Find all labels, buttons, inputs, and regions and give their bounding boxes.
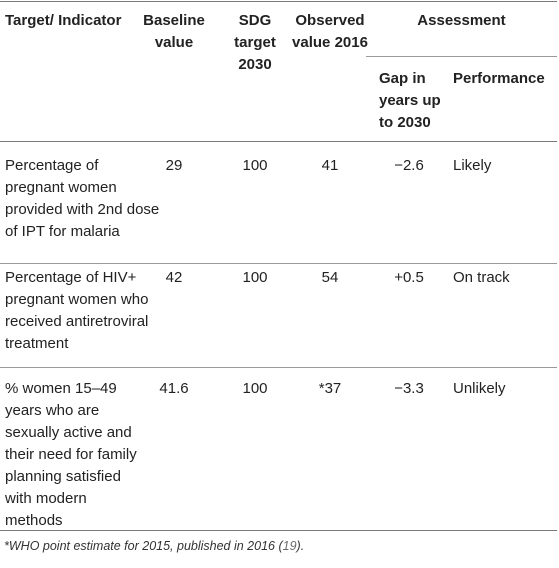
header-sdg-target: SDG target 2030 — [234, 12, 276, 73]
row-baseline: 29 — [165, 157, 183, 174]
header-baseline: Baseline value — [143, 12, 205, 51]
row-indicator: % women 15–49 years who are sexually act… — [5, 380, 137, 529]
row-observed: 54 — [321, 269, 339, 286]
footnote-reference-link[interactable]: 19 — [282, 539, 297, 553]
row-divider — [0, 367, 557, 368]
row-indicator: Percentage of HIV+ pregnant women who re… — [5, 269, 149, 352]
header-assessment: Assessment — [417, 12, 506, 29]
row-sdg-target: 100 — [242, 157, 268, 174]
assessment-sub-rule — [366, 56, 557, 57]
row-observed: *37 — [318, 380, 342, 397]
row-performance: Likely — [453, 157, 492, 174]
row-baseline: 42 — [165, 269, 183, 286]
row-observed: 41 — [321, 157, 339, 174]
footnote-text: *WHO point estimate for 2015, published … — [4, 539, 283, 553]
table-top-rule — [0, 1, 557, 2]
table-bottom-rule — [0, 530, 557, 531]
header-bottom-rule — [0, 141, 557, 142]
table-footnote: *WHO point estimate for 2015, published … — [4, 537, 304, 555]
header-observed: Observed value 2016 — [292, 12, 368, 51]
header-performance: Performance — [453, 70, 545, 87]
header-indicator: Target/ Indicator — [5, 12, 122, 29]
row-sdg-target: 100 — [242, 380, 268, 397]
row-baseline: 41.6 — [159, 380, 189, 397]
row-performance: On track — [453, 269, 510, 286]
row-indicator: Percentage of pregnant women provided wi… — [5, 157, 160, 240]
row-performance: Unlikely — [453, 380, 506, 397]
row-divider — [0, 263, 557, 264]
header-gap: Gap in years up to 2030 — [379, 70, 441, 131]
row-sdg-target: 100 — [242, 269, 268, 286]
row-gap: +0.5 — [394, 269, 424, 286]
row-gap: −2.6 — [394, 157, 424, 174]
footnote-close: ). — [296, 539, 305, 553]
row-gap: −3.3 — [394, 380, 424, 397]
